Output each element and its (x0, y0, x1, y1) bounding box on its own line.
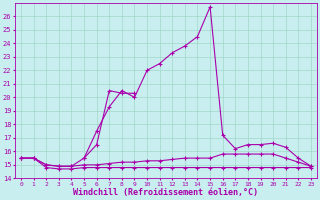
X-axis label: Windchill (Refroidissement éolien,°C): Windchill (Refroidissement éolien,°C) (74, 188, 259, 197)
